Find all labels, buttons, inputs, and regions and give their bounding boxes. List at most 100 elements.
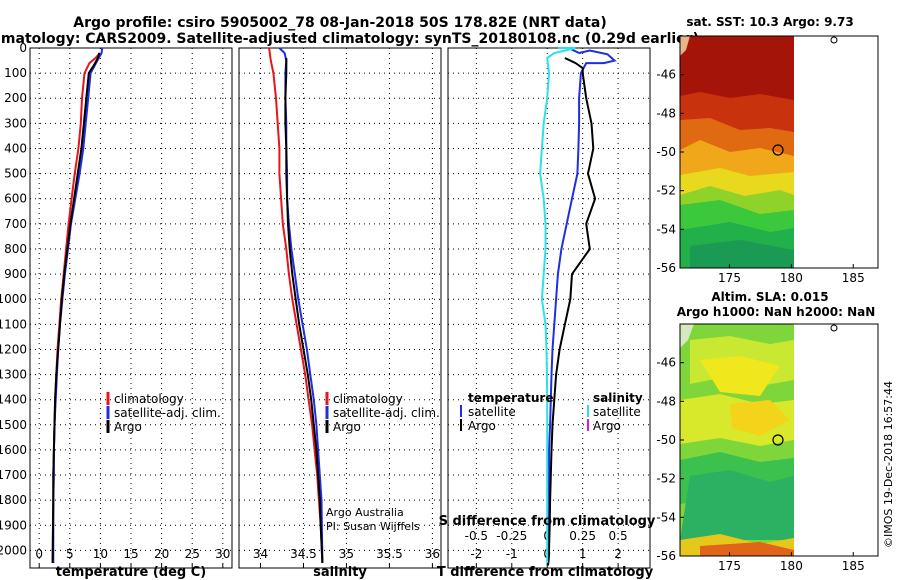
map-y-tick-label: -52 [656,184,676,198]
y-tick-label: 1200 [0,342,27,356]
sst-map-image [680,36,794,268]
y-tick-label: 1700 [0,468,27,482]
series-line-argo [284,58,324,564]
y-tick-label: 100 [4,66,27,80]
difference-top-xlabel: S difference from climatology [439,514,656,529]
series-line-s-satellite [539,47,576,563]
series-line-climatology [268,47,324,564]
x-tick-label: 5 [66,547,74,561]
legend-argo-label: Argo [333,420,361,434]
y-tick-label: 200 [4,91,27,105]
map-x-tick-label: 185 [842,271,865,285]
x-tick-label: -1 [506,547,518,561]
sla-map-subtitle: Argo h1000: NaN h2000: NaN [677,305,876,319]
figure-title: Argo profile: csiro 5905002_78 08-Jan-20… [73,15,606,31]
y-tick-label: 400 [4,141,27,155]
sla-map-image [680,324,794,556]
y-tick-label: 600 [4,192,27,206]
legend-satellite-label: satellite-adj. clim. [114,406,221,420]
top-x-tick-label: -0.5 [465,529,488,543]
y-tick-label: 800 [4,242,27,256]
legend-argo-label: Argo [114,420,142,434]
map-x-tick-label: 175 [718,271,741,285]
x-tick-label: 35.5 [376,547,403,561]
legend-climatology-label: climatology [333,392,403,406]
y-tick-label: 300 [4,116,27,130]
series-line-t-argo [546,57,597,566]
x-tick-label: 1 [579,547,587,561]
legend-s-satellite-label: satellite [593,405,641,419]
map-y-tick-label: -56 [656,549,676,563]
y-tick-label: 1400 [0,393,27,407]
y-tick-label: 1100 [0,317,27,331]
grid-layer [30,48,650,568]
y-tick-label: 1000 [0,292,27,306]
map-x-tick-label: 185 [842,559,865,573]
y-tick-label: 2000 [0,543,27,557]
x-tick-label: 15 [123,547,138,561]
map-y-tick-label: -56 [656,261,676,275]
figure-subtitle: Climatology: CARS2009. Satellite-adjuste… [0,31,699,47]
y-tick-label: 1500 [0,418,27,432]
legend-t-argo-label: Argo [468,419,496,433]
map-x-tick-label: 175 [718,559,741,573]
sst-argo-marker [772,144,784,156]
top-x-tick-label: -0.25 [496,529,527,543]
sla-argo-marker [772,434,784,446]
y-tick-label: 1900 [0,518,27,532]
salinity-panel-frame [238,47,442,569]
map-x-tick-label: 180 [780,271,803,285]
difference-legend: temperature satellite Argo salinity sate… [460,391,643,433]
sla-map-island-marker [830,324,838,332]
map-y-tick-label: -48 [656,106,676,120]
map-y-tick-label: -46 [656,68,676,82]
top-x-tick-label: 0.25 [569,529,596,543]
legend-salinity-title: salinity [593,391,643,405]
legend-t-satellite-label: satellite [468,405,516,419]
x-tick-label: 25 [185,547,200,561]
tick-layer: 0100200300400500600700800900100011001200… [0,41,628,568]
credit-org: Argo Australia [326,506,404,519]
map-y-tick-label: -54 [656,510,676,524]
x-tick-label: 35 [339,547,354,561]
sst-map-title: sat. SST: 10.3 Argo: 9.73 [686,15,853,29]
x-tick-label: 10 [93,547,108,561]
temperature-legend: climatology satellite-adj. clim. Argo [106,392,221,434]
y-tick-label: 900 [4,267,27,281]
y-tick-label: 1300 [0,368,27,382]
x-tick-label: 36 [425,547,440,561]
y-tick-label: 0 [19,41,27,55]
map-y-tick-label: -50 [656,145,676,159]
x-tick-label: -2 [470,547,482,561]
top-x-tick-label: 0.5 [609,529,628,543]
map-x-tick-label: 180 [780,559,803,573]
x-tick-label: 34.5 [290,547,317,561]
temperature-xlabel: temperature (deg C) [56,565,206,580]
legend-climatology-label: climatology [114,392,184,406]
credit-pi: PI: Susan Wijffels [326,520,420,533]
imos-watermark: ©IMOS 19-Dec-2018 16:57:44 [882,381,895,548]
map-y-tick-label: -50 [656,433,676,447]
series-layer [51,47,617,566]
y-tick-label: 700 [4,217,27,231]
map-y-tick-label: -46 [656,356,676,370]
sla-map-ticks: 175 180 185 -46 -48 -50 -52 -54 -56 [656,356,864,573]
series-line-argo [51,52,101,564]
y-tick-label: 1800 [0,493,27,507]
legend-temperature-title: temperature [468,391,553,405]
salinity-legend: climatology satellite-adj. clim. Argo [325,392,440,434]
y-tick-label: 500 [4,167,27,181]
map-y-tick-label: -54 [656,222,676,236]
series-line-t-satellite [546,47,617,566]
y-tick-label: 1600 [0,443,27,457]
map-y-tick-label: -48 [656,394,676,408]
sst-map-island-marker [830,36,838,44]
salinity-xlabel: salinity [313,565,367,580]
x-tick-label: 30 [215,547,230,561]
legend-satellite-label: satellite-adj. clim. [333,406,440,420]
sst-map-ticks: 175 180 185 -46 -48 -50 -52 -54 -56 [656,68,864,285]
x-tick-label: 2 [614,547,622,561]
x-tick-label: 20 [154,547,169,561]
sla-map-title: Altim. SLA: 0.015 [711,290,828,304]
